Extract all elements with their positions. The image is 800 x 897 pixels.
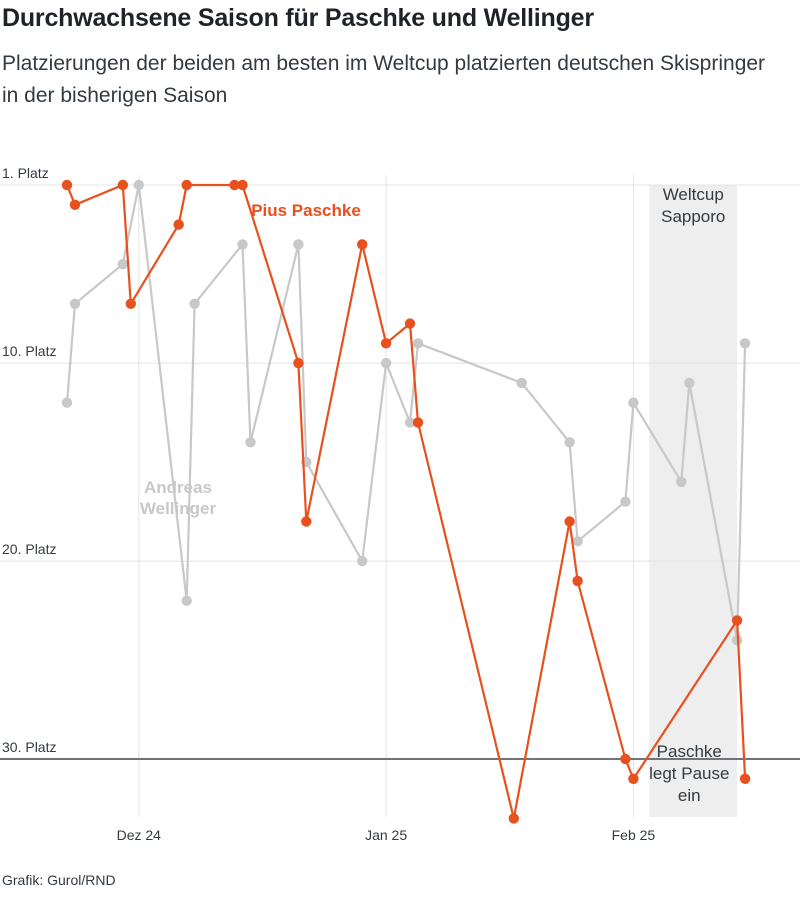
data-point-andreas-wellinger (564, 437, 575, 448)
data-point-andreas-wellinger (684, 377, 695, 389)
x-tick-label: Dez 24 (117, 827, 162, 843)
data-point-pius-paschke (301, 516, 312, 527)
data-point-andreas-wellinger (181, 595, 192, 606)
annotation-line: legt Pause (649, 764, 729, 783)
highlight-band (649, 185, 738, 817)
data-point-pius-paschke (628, 773, 639, 784)
chart-subtitle: Platzierungen der beiden am besten im We… (2, 52, 766, 107)
data-point-pius-paschke (181, 179, 192, 191)
x-tick-label: Feb 25 (612, 827, 656, 843)
data-point-pius-paschke (620, 753, 631, 765)
chart-title: Durchwachsene Saison für Paschke und Wel… (2, 4, 594, 32)
source-credit: Grafik: Gurol/RND (2, 872, 116, 888)
y-tick-label: 30. Platz (2, 739, 56, 755)
data-point-andreas-wellinger (739, 338, 751, 349)
data-point-andreas-wellinger (516, 377, 527, 389)
data-point-andreas-wellinger (133, 179, 144, 191)
data-point-andreas-wellinger (237, 239, 248, 250)
data-point-andreas-wellinger (628, 397, 639, 408)
data-point-andreas-wellinger (380, 357, 392, 369)
annotation-pause: Paschke legt Pause ein (649, 742, 729, 805)
data-point-pius-paschke (229, 179, 240, 191)
data-point-pius-paschke (564, 516, 575, 527)
data-point-pius-paschke (404, 318, 416, 329)
highlight-band-label-line: Weltcup (663, 185, 724, 204)
y-tick-label: 10. Platz (2, 343, 56, 359)
data-point-andreas-wellinger (117, 259, 128, 270)
annotation-line: Paschke (657, 742, 722, 761)
annotation-line: ein (678, 786, 701, 805)
data-point-andreas-wellinger (676, 476, 687, 488)
series-label-line: Andreas (144, 478, 212, 497)
data-point-andreas-wellinger (404, 417, 416, 428)
data-point-pius-paschke (173, 219, 184, 230)
data-point-pius-paschke (117, 179, 128, 191)
highlight-band-label-line: Sapporo (661, 207, 725, 226)
y-tick-label: 20. Platz (2, 541, 56, 557)
series-label-line: Wellinger (140, 499, 217, 518)
y-tick-label: 1. Platz (2, 165, 49, 181)
data-point-andreas-wellinger (293, 239, 304, 250)
series-label-paschke: Pius Paschke (251, 201, 361, 220)
data-point-pius-paschke (412, 417, 424, 428)
data-point-andreas-wellinger (620, 496, 631, 507)
data-point-pius-paschke (572, 575, 583, 587)
data-point-pius-paschke (357, 239, 368, 250)
data-point-andreas-wellinger (412, 338, 424, 349)
line-chart: Weltcup Sapporo 1. Platz 10. Platz 20. Platz… (0, 165, 800, 843)
data-point-pius-paschke (739, 773, 751, 784)
data-point-pius-paschke (380, 338, 392, 349)
series-line-andreas-wellinger (65, 183, 747, 642)
x-tick-label: Jan 25 (365, 827, 407, 843)
data-point-andreas-wellinger (61, 397, 73, 408)
data-point-pius-paschke (731, 615, 743, 626)
data-point-andreas-wellinger (189, 298, 200, 309)
data-point-pius-paschke (61, 179, 73, 191)
data-point-pius-paschke (69, 199, 81, 210)
series-label-wellinger: Andreas Wellinger (140, 478, 217, 518)
data-point-pius-paschke (237, 179, 248, 191)
data-point-andreas-wellinger (357, 555, 368, 567)
data-point-pius-paschke (508, 813, 519, 824)
data-point-andreas-wellinger (572, 536, 583, 547)
data-point-andreas-wellinger (245, 437, 256, 448)
data-point-pius-paschke (125, 298, 136, 309)
highlight-band-label: Weltcup Sapporo (661, 185, 725, 226)
data-point-andreas-wellinger (69, 298, 81, 309)
data-point-pius-paschke (293, 357, 304, 369)
